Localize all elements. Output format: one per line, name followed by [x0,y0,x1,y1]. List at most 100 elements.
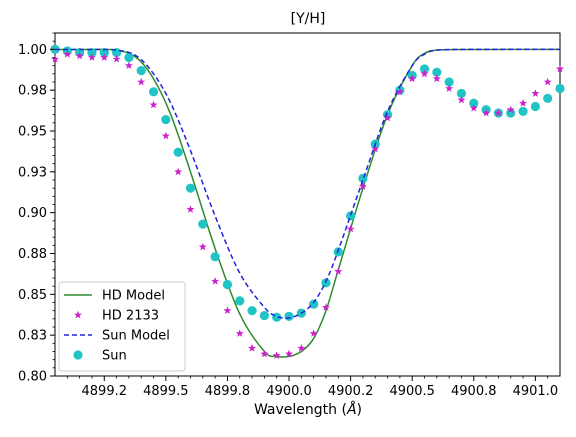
data-point [309,329,318,337]
data-point [519,99,528,107]
data-point [185,183,196,193]
x-tick-label: 4899.5 [143,384,189,399]
x-tick-label: 4901.0 [513,384,559,399]
data-point [235,329,244,337]
y-tick-label: 0.90 [18,206,47,221]
x-tick-label: 4899.2 [82,384,128,399]
y-tick-label: 0.93 [18,165,47,180]
y-tick-label: 1.00 [18,43,47,58]
y-tick-label: 0.95 [18,125,47,140]
data-point [555,83,565,94]
data-point [371,144,380,153]
data-point [174,167,183,176]
data-point [235,296,245,306]
data-point [543,77,552,86]
x-tick-label: 4899.8 [205,384,251,399]
data-point [309,299,319,309]
legend-label: Sun Model [102,329,170,344]
series-hd-2133 [51,50,564,359]
data-point [100,53,109,61]
data-point [358,173,368,183]
data-point [518,106,528,116]
x-axis-label: Wavelength (Å) [254,401,362,418]
data-point [248,344,257,352]
data-point [346,211,356,221]
x-tick-label: 4900.2 [328,384,374,399]
data-point [223,306,232,315]
data-point [112,54,121,63]
data-point [297,344,306,352]
data-point [259,310,269,321]
data-point [543,93,553,103]
legend-entry: Sun [73,349,127,364]
data-point [198,242,207,251]
data-point [482,108,491,117]
data-point [358,182,367,190]
x-tick-label: 4900.0 [266,384,312,399]
data-point [469,103,478,112]
x-axis-label-close: ) [357,402,362,418]
data-point [247,306,257,316]
data-point [432,67,442,77]
data-point [161,131,170,140]
legend-swatch [74,310,82,319]
data-point [198,219,208,229]
chart-title: [Y/H] [291,11,326,27]
plot-area: 4899.2 4899.5 4899.8 4900.0 4900.2 4900.5 4900… [18,32,565,399]
data-point [136,65,146,76]
data-point [161,114,171,125]
data-point [87,53,96,61]
data-point [148,87,159,97]
legend-label: Sun [102,349,127,364]
data-point [149,100,158,109]
data-point [186,205,195,213]
data-point [63,50,72,58]
data-point [137,77,146,86]
x-axis-label-unit: Å [346,401,357,418]
data-point [419,64,430,74]
legend-entry: HD Model [64,289,165,304]
data-point [457,95,466,104]
data-point [506,105,515,114]
data-point [284,311,294,321]
data-point [346,224,355,233]
data-point [272,351,281,359]
series-line [54,48,560,319]
y-axis: 0.80 0.83 0.85 0.88 0.90 0.93 0.95 0.98 1.00 [18,32,55,385]
data-point [395,87,404,96]
data-point [51,54,59,63]
data-point [211,277,220,285]
data-point [556,64,564,73]
data-point [321,303,330,311]
legend-entry: Sun Model [64,329,170,344]
legend-box [58,281,186,372]
y-tick-label: 0.85 [18,288,47,303]
data-point [432,74,441,83]
data-point [87,48,97,58]
data-point [408,74,417,83]
x-axis-label-text: Wavelength ( [254,402,347,418]
x-tick-label: 4900.8 [451,384,497,399]
series-sun [50,44,565,322]
data-point [75,51,84,60]
data-point [260,349,269,358]
data-point [222,279,233,290]
data-point [445,84,454,92]
data-point [334,267,343,275]
legend: HD Model HD 2133 Sun Model Sun [58,281,186,372]
legend-label: HD Model [102,289,165,304]
series-layer [50,44,565,359]
data-point [285,349,294,358]
data-point [420,69,429,78]
y-tick-label: 0.80 [18,370,47,385]
y-tick-label: 0.98 [18,84,47,99]
data-point [530,101,540,112]
y-tick-label: 0.83 [18,329,47,344]
y-tick-label: 0.88 [18,247,47,262]
data-point [469,98,479,108]
data-point [506,108,516,118]
data-point [494,108,503,117]
data-point [444,77,454,87]
data-point [124,52,134,63]
